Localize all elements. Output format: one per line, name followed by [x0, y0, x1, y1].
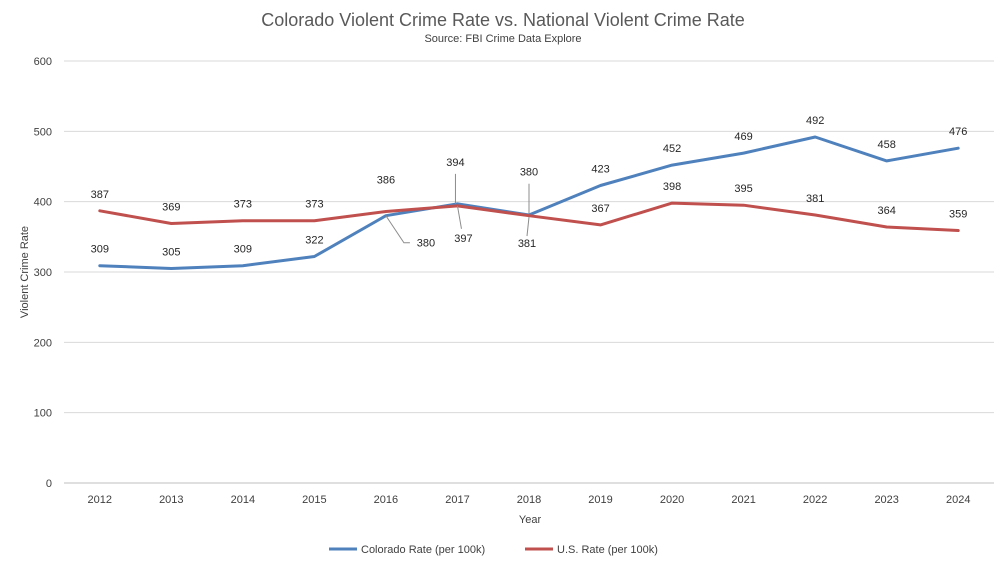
data-label-us: 380 [520, 167, 538, 179]
data-label-colorado: 305 [162, 246, 180, 258]
x-tick-label: 2016 [374, 494, 398, 506]
legend-label: U.S. Rate (per 100k) [557, 544, 658, 556]
x-tick-label: 2023 [874, 494, 898, 506]
data-label-colorado: 322 [305, 235, 323, 247]
data-label-us: 364 [878, 205, 896, 217]
data-label-colorado: 423 [591, 163, 609, 175]
data-label-us: 369 [162, 201, 180, 213]
legend-label: Colorado Rate (per 100k) [361, 544, 485, 556]
x-axis-label: Year [519, 514, 542, 526]
data-label-colorado: 469 [734, 131, 752, 143]
data-label-us: 395 [734, 183, 752, 195]
x-tick-label: 2012 [88, 494, 112, 506]
x-tick-label: 2024 [946, 494, 970, 506]
y-tick-label: 100 [34, 408, 52, 420]
y-axis-label: Violent Crime Rate [19, 226, 31, 318]
data-label-colorado: 397 [454, 233, 472, 245]
data-label-colorado: 309 [91, 244, 109, 256]
gridlines [64, 60, 994, 484]
leader-line [385, 215, 410, 244]
label-leader-lines [385, 173, 530, 244]
data-label-colorado: 492 [806, 115, 824, 127]
x-tick-label: 2014 [231, 494, 255, 506]
x-tick-label: 2017 [445, 494, 469, 506]
x-axis-ticks: 2012 2013 2014 2015 2016 2017 2018 2019 2020 2021… [88, 494, 971, 506]
data-label-colorado: 309 [234, 244, 252, 256]
data-label-us: 367 [591, 203, 609, 215]
data-label-us: 373 [305, 199, 323, 211]
data-label-colorado: 380 [417, 238, 435, 250]
x-tick-label: 2022 [803, 494, 827, 506]
y-tick-label: 200 [34, 337, 52, 349]
data-label-us: 381 [806, 193, 824, 205]
data-label-us: 398 [663, 181, 681, 193]
legend: Colorado Rate (per 100k) U.S. Rate (per 1… [329, 544, 658, 556]
x-tick-label: 2020 [660, 494, 684, 506]
chart-subtitle: Source: FBI Crime Data Explore [424, 33, 581, 45]
y-tick-label: 300 [34, 267, 52, 279]
x-tick-label: 2021 [731, 494, 755, 506]
series-line-us [98, 201, 960, 232]
y-tick-label: 600 [34, 56, 52, 68]
y-tick-label: 500 [34, 126, 52, 138]
data-label-colorado: 452 [663, 143, 681, 155]
data-label-us: 359 [949, 209, 967, 221]
data-labels: 309 305 309 322 380 397 381 423 452 469 492 458 476 3… [91, 115, 968, 259]
data-label-colorado: 458 [878, 139, 896, 151]
chart-title: Colorado Violent Crime Rate vs. National… [261, 10, 745, 30]
x-tick-label: 2019 [588, 494, 612, 506]
y-tick-label: 400 [34, 197, 52, 209]
data-label-us: 373 [234, 199, 252, 211]
data-label-us: 394 [446, 157, 464, 169]
series-lines [98, 135, 960, 270]
x-tick-label: 2015 [302, 494, 326, 506]
leader-line [456, 205, 462, 229]
data-label-us: 387 [91, 189, 109, 201]
data-label-colorado: 476 [949, 126, 967, 138]
leader-line [526, 216, 530, 237]
y-tick-label: 0 [46, 478, 52, 490]
y-axis-ticks: 0 100 200 300 400 500 600 [34, 56, 52, 490]
data-label-us: 386 [377, 175, 395, 187]
x-tick-label: 2013 [159, 494, 183, 506]
data-label-colorado: 381 [518, 238, 536, 250]
x-tick-label: 2018 [517, 494, 541, 506]
